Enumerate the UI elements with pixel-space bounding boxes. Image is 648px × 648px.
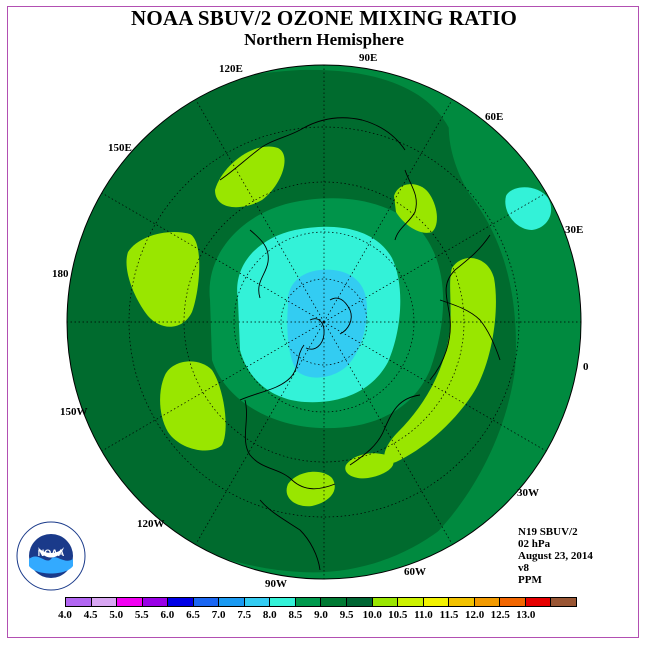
colorbar-swatch [142, 598, 169, 606]
satellite-label: N19 SBUV/2 [518, 526, 578, 538]
colorbar-tick-label: 11.0 [414, 609, 433, 621]
colorbar-swatch [474, 598, 501, 606]
lon-label-150e: 150E [108, 142, 132, 154]
colorbar-labels: 4.0 4.5 5.0 5.5 6.0 6.5 7.0 7.5 8.0 8.5 9.0 9.5 10.0… [0, 609, 648, 623]
colorbar-tick-label: 13.0 [516, 609, 536, 621]
colorbar-tick-label: 12.0 [464, 609, 485, 621]
colorbar-tick-label: 4.0 [58, 609, 72, 621]
colorbar-swatch [347, 598, 373, 606]
colorbar-swatch [423, 598, 450, 606]
lon-label-120w: 120W [137, 518, 165, 530]
pressure-level: 02 hPa [518, 538, 551, 550]
lon-label-30w: 30W [517, 487, 539, 499]
image-frame [7, 6, 639, 638]
colorbar-swatch [500, 598, 526, 606]
date-label: August 23, 2014 [518, 550, 593, 562]
colorbar [65, 597, 577, 607]
contour-9.5-10.0-pacific [126, 232, 200, 327]
colorbar-tick-label: 7.0 [211, 609, 226, 621]
contour-9.5-10.0-npacific [160, 361, 226, 451]
lon-label-150w: 150W [60, 406, 88, 418]
colorbar-swatch [372, 598, 399, 606]
colorbar-tick-label: 7.5 [237, 609, 252, 621]
colorbar-tick-label: 5.5 [134, 609, 149, 621]
colorbar-swatch [244, 598, 271, 606]
data-info-block: N19 SBUV/2 02 hPa August 23, 2014 v8 PPM [518, 526, 593, 586]
lon-label-120e: 120E [219, 63, 243, 75]
colorbar-tick-label: 9.0 [314, 609, 328, 621]
contour-9.5-10.0-atlantic [384, 257, 496, 464]
lon-label-30e: 30E [565, 224, 584, 236]
colorbar-swatch [270, 598, 296, 606]
colorbar-tick-label: 5.0 [109, 609, 124, 621]
colorbar-swatch [321, 598, 348, 606]
colorbar-tick-label: 6.5 [186, 609, 200, 621]
colorbar-swatch [117, 598, 143, 606]
map-boundary [66, 64, 582, 580]
colorbar-swatch [168, 598, 194, 606]
colorbar-swatch [91, 598, 118, 606]
colorbar-tick-label: 10.5 [388, 609, 408, 621]
logo-text: NOAA [38, 548, 65, 558]
lon-label-60w: 60W [404, 566, 426, 578]
page-title: NOAA SBUV/2 OZONE MIXING RATIO [131, 6, 517, 30]
colorbar-swatch [219, 598, 245, 606]
lon-label-60e: 60E [485, 111, 504, 123]
lon-label-180: 180 [52, 268, 69, 280]
colorbar-swatch [66, 598, 92, 606]
colorbar-tick-label: 12.5 [490, 609, 510, 621]
colorbar-swatch [193, 598, 220, 606]
contour-8.0-8.5-europe [505, 187, 552, 230]
contour-9.5-10.0-caribbean [286, 471, 335, 507]
units-label: PPM [518, 574, 542, 586]
colorbar-tick-label: 6.0 [160, 609, 175, 621]
colorbar-tick-label: 8.5 [288, 609, 303, 621]
colorbar-tick-label: 9.5 [339, 609, 354, 621]
graticule [67, 65, 581, 579]
coastlines [219, 117, 501, 571]
version-label: v8 [518, 562, 529, 574]
colorbar-tick-label: 10.0 [362, 609, 382, 621]
colorbar-swatch [295, 598, 322, 606]
colorbar-tick-label: 4.5 [83, 609, 98, 621]
contour-9.5-10.0-asia [215, 146, 285, 208]
colorbar-tick-label: 8.0 [262, 609, 277, 621]
colorbar-tick-label: 11.5 [439, 609, 459, 621]
colorbar-swatch [551, 598, 576, 606]
noaa-logo: NOAA [16, 521, 86, 591]
lon-label-90w: 90W [265, 578, 287, 590]
colorbar-swatch [398, 598, 424, 606]
lon-label-90e: 90E [359, 52, 378, 64]
lon-label-0: 0 [583, 361, 589, 373]
page-subtitle: Northern Hemisphere [244, 30, 404, 49]
colorbar-swatch [525, 598, 552, 606]
colorbar-swatch [449, 598, 475, 606]
